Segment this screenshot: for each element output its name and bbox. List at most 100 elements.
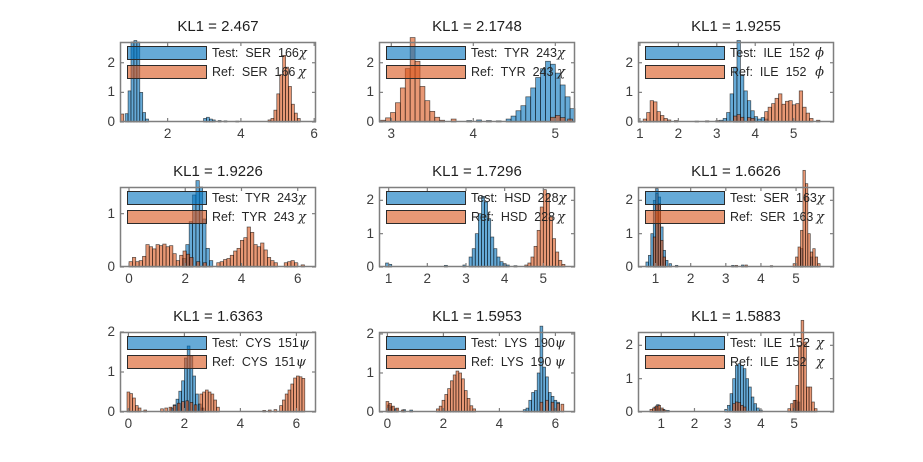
test-hist-bar: [559, 84, 566, 123]
x-tick-label: 6: [293, 271, 302, 286]
test-hist-bar: [202, 218, 207, 268]
legend-swatch-ref: [645, 65, 725, 79]
ref-hist-bar: [808, 386, 813, 413]
x-tick-label: 4: [757, 271, 765, 286]
plot-title: KL1 = 1.9226: [173, 163, 263, 180]
test-hist-bar: [520, 105, 527, 123]
test-hist-bar: [535, 77, 541, 123]
x-tick-label: 5: [539, 271, 548, 286]
y-tick-label: 1: [366, 84, 374, 100]
y-tick-label: 2: [366, 192, 374, 208]
y-tick-label: 0: [107, 404, 115, 419]
y-tick-label: 0: [625, 114, 633, 129]
histogram-plot: [119, 40, 317, 123]
test-hist-bar: [729, 393, 734, 413]
legend-label-ref: Ref: HSD 228 χ: [471, 209, 565, 225]
x-tick-label: 5: [790, 416, 798, 431]
plot-title: KL1 = 1.6626: [691, 163, 781, 180]
test-hist-bar: [493, 248, 498, 268]
legend-label-text: Test: SER 166: [212, 46, 299, 60]
legend-greek-symbol: ψ: [554, 335, 566, 351]
ref-hist-bar: [132, 397, 136, 413]
y-tick-label: 1: [107, 84, 115, 100]
ref-hist-bar: [800, 229, 804, 268]
legend-label-text: Test: ILE 152: [730, 46, 810, 60]
x-tick-label: 4: [237, 126, 245, 141]
legend-label-test: Test: ILE 152 ϕ: [730, 45, 824, 61]
histogram-plot: [637, 40, 835, 123]
test-hist-bar: [474, 233, 479, 268]
y-tick-label: 0: [625, 259, 633, 274]
x-tick-label: 1: [636, 126, 644, 141]
ref-hist-bar: [774, 97, 779, 123]
ref-hist-bar: [778, 93, 783, 123]
ref-hist-bar: [256, 246, 261, 268]
y-tick-label: 0: [366, 404, 374, 419]
x-tick-label: 0: [383, 416, 392, 431]
legend-label-test: Test: SER 166 χ: [212, 45, 307, 61]
x-tick-label: 2: [690, 416, 699, 431]
y-tick-label: 2: [366, 325, 374, 341]
ref-hist-bar: [284, 393, 289, 413]
ref-hist-bar: [132, 257, 137, 268]
subplot-1: KL1 = 2.467 2 4 6 0 1 2 Test: SER 166 χ Ref: SER …: [86, 16, 326, 146]
ref-hist-bar: [764, 111, 769, 123]
test-hist-bar: [496, 256, 501, 268]
ref-hist-bar: [458, 372, 462, 413]
ref-hist-bar: [552, 238, 557, 268]
ref-hist-bar: [243, 237, 248, 268]
axes-box: [378, 331, 576, 413]
ref-hist-bar: [788, 100, 793, 123]
x-tick-label: 2: [439, 416, 448, 431]
ref-hist-bar: [539, 401, 544, 413]
x-tick-label: 4: [469, 126, 478, 141]
legend-greek-symbol: χ: [557, 209, 565, 225]
subplot-6: KL1 = 1.6626 1 2 3 4 5 0 1 2 Test: SER 163 χ Ref: S…: [604, 161, 844, 291]
x-tick-label: 6: [310, 126, 318, 141]
legend-label-text: Ref: ILE 152: [730, 355, 807, 369]
ref-hist-bar: [233, 250, 238, 268]
x-tick-label: 3: [713, 126, 721, 141]
ref-hist-bar: [533, 245, 538, 268]
y-tick-label: 1: [107, 364, 115, 379]
legend-label-text: Ref: LYS 190: [471, 355, 552, 369]
ref-hist-bar: [148, 246, 153, 268]
ref-hist-bar: [288, 86, 292, 123]
ref-hist-bar: [545, 399, 549, 413]
ref-hist-bar: [296, 375, 300, 413]
test-hist-bar: [530, 87, 536, 123]
x-tick-label: 6: [292, 416, 301, 431]
test-hist-bar: [648, 254, 652, 268]
y-tick-label: 1: [366, 225, 374, 241]
test-hist-bar: [490, 236, 495, 268]
ref-hist-bar: [653, 101, 658, 123]
x-tick-label: 1: [384, 271, 393, 286]
ref-hist-bar: [276, 93, 281, 123]
legend-greek-symbol: χ: [298, 190, 306, 206]
plot-title: KL1 = 1.9255: [691, 18, 781, 35]
legend-greek-symbol: χ: [816, 354, 824, 370]
histogram-plot: [637, 319, 835, 413]
legend-label-text: Ref: SER 166: [212, 65, 296, 79]
y-tick-label: 1: [625, 225, 633, 241]
histogram-plot: [119, 331, 317, 413]
x-tick-label: 5: [789, 126, 798, 141]
ref-hist-bar: [803, 341, 807, 413]
ref-hist-bar: [162, 243, 167, 268]
test-hist-bar: [542, 366, 546, 413]
test-hist-bar: [650, 233, 654, 268]
ref-hist-bar: [287, 389, 292, 413]
x-tick-label: 4: [495, 416, 504, 431]
subplot-8: KL1 = 1.5953 0 2 4 6 0 1 2 Test: LYS 190 ψ Ref: LY…: [345, 306, 585, 436]
ref-hist-bar: [246, 226, 251, 268]
ref-hist-bar: [550, 401, 555, 413]
ref-hist-bar: [186, 253, 191, 268]
ref-hist-bar: [129, 393, 133, 413]
subplot-4: KL1 = 1.9226 0 2 4 6 0 1 Test: TYR 243 χ Ref: TYR…: [86, 161, 326, 291]
axes-box: [637, 331, 835, 413]
legend-swatch-test: [386, 46, 466, 60]
legend-greek-symbol: ψ: [298, 335, 310, 351]
ref-hist-bar: [293, 377, 297, 413]
legend-swatch-test: [127, 336, 207, 350]
legend-swatch-test: [386, 336, 466, 350]
